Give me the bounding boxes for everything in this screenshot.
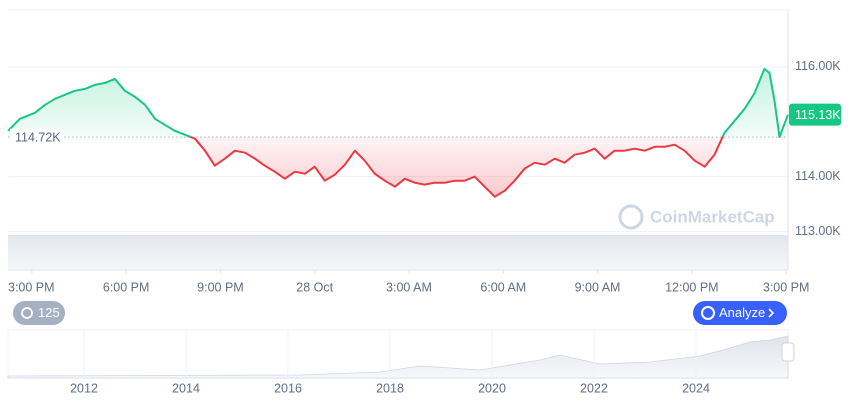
year-label: 2016 xyxy=(274,381,302,395)
price-area xyxy=(8,68,788,197)
year-label: 2014 xyxy=(172,381,200,395)
watermark-text: CoinMarketCap xyxy=(650,207,775,226)
year-label: 2022 xyxy=(580,381,608,395)
x-tick-label: 12:00 PM xyxy=(665,280,719,294)
year-label: 2012 xyxy=(70,381,98,395)
year-label: 2018 xyxy=(376,381,404,395)
x-tick-label: 9:00 PM xyxy=(197,280,244,294)
baseline-label-bg xyxy=(10,129,64,146)
y-tick-label: 113.00K xyxy=(795,224,841,238)
x-tick-label: 6:00 AM xyxy=(480,280,526,294)
history-button[interactable]: 125 xyxy=(13,301,65,325)
analyze-label: Analyze xyxy=(719,305,765,320)
history-count: 125 xyxy=(38,305,60,320)
x-tick-label: 3:00 AM xyxy=(386,280,432,294)
volume-band xyxy=(8,235,788,270)
baseline-label: 114.72K xyxy=(15,130,61,144)
price-line xyxy=(7,67,789,198)
year-label: 2020 xyxy=(478,381,506,395)
y-tick-label: 114.00K xyxy=(795,169,841,183)
x-tick-label: 3:00 PM xyxy=(763,280,810,294)
current-price-box xyxy=(789,103,841,126)
x-tick-label: 9:00 AM xyxy=(575,280,621,294)
year-label: 2024 xyxy=(682,381,710,395)
analyze-button[interactable]: Analyze xyxy=(693,301,787,325)
current-price-label: 115.13K xyxy=(795,108,841,122)
y-tick-label: 116.00K xyxy=(795,59,841,73)
x-tick-label: 6:00 PM xyxy=(103,280,150,294)
x-tick-label: 3:00 PM xyxy=(8,280,55,294)
navigator-handle[interactable] xyxy=(781,342,795,362)
x-tick-label: 28 Oct xyxy=(296,280,333,294)
watermark: CoinMarketCap xyxy=(618,204,775,230)
